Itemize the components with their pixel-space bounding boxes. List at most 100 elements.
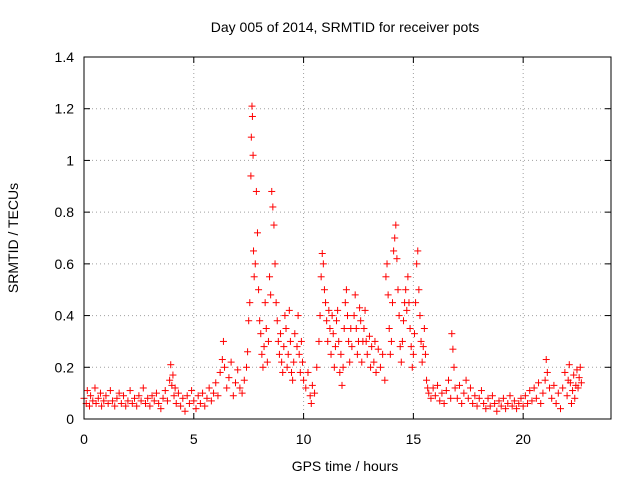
- data-point: [223, 384, 231, 392]
- data-point: [407, 343, 415, 351]
- data-point: [350, 312, 358, 320]
- chart-title: Day 005 of 2014, SRMTID for receiver pot…: [211, 19, 479, 35]
- data-point: [174, 389, 182, 397]
- data-point: [183, 392, 191, 400]
- data-point: [473, 402, 481, 410]
- data-point: [229, 392, 237, 400]
- data-point: [249, 151, 257, 159]
- data-point: [109, 397, 117, 405]
- data-point: [248, 112, 256, 120]
- data-point: [124, 397, 132, 405]
- data-point: [565, 361, 573, 369]
- data-point: [524, 399, 532, 407]
- data-point: [528, 397, 536, 405]
- data-point: [348, 343, 356, 351]
- data-point: [383, 260, 391, 268]
- data-point: [157, 405, 165, 413]
- data-point: [342, 286, 350, 294]
- data-point: [385, 325, 393, 332]
- data-point: [167, 361, 175, 369]
- data-point: [274, 337, 282, 345]
- data-point: [530, 384, 538, 392]
- data-point: [284, 350, 292, 358]
- data-point: [399, 317, 407, 325]
- data-point: [395, 312, 403, 320]
- data-point: [526, 387, 534, 395]
- data-point: [104, 399, 112, 407]
- data-point: [270, 221, 278, 229]
- data-point: [238, 389, 246, 397]
- data-point: [155, 399, 163, 407]
- data-point: [308, 381, 316, 389]
- data-point: [263, 358, 271, 366]
- data-point: [262, 325, 270, 332]
- data-point: [539, 389, 547, 397]
- data-point: [420, 325, 428, 332]
- data-point: [106, 387, 114, 395]
- data-point: [442, 387, 450, 395]
- data-point: [338, 381, 346, 389]
- data-point: [475, 394, 483, 402]
- data-point: [268, 187, 276, 195]
- data-point: [306, 392, 314, 400]
- data-point: [264, 337, 272, 345]
- data-point: [356, 304, 364, 312]
- data-point: [212, 379, 220, 387]
- x-tick-label: 20: [515, 431, 531, 447]
- data-point: [405, 299, 413, 307]
- data-point: [291, 330, 299, 338]
- data-point: [532, 394, 540, 402]
- data-point: [335, 337, 343, 345]
- data-point: [297, 337, 305, 345]
- data-point: [146, 402, 154, 410]
- data-point: [488, 392, 496, 400]
- data-point: [431, 392, 439, 400]
- data-point: [466, 384, 474, 392]
- data-point: [317, 273, 325, 281]
- data-point: [315, 337, 323, 345]
- data-point: [188, 387, 196, 395]
- data-point: [170, 392, 178, 400]
- data-point: [396, 343, 404, 351]
- data-point: [419, 343, 427, 351]
- data-point: [379, 350, 387, 358]
- data-point: [122, 402, 130, 410]
- data-point: [339, 363, 347, 371]
- data-point: [510, 397, 518, 405]
- data-point: [207, 397, 215, 405]
- data-point: [559, 384, 567, 392]
- data-point: [83, 387, 91, 395]
- data-point: [194, 392, 202, 400]
- data-point: [550, 381, 558, 389]
- data-point: [358, 358, 366, 366]
- data-point: [427, 394, 435, 402]
- data-point: [126, 387, 134, 395]
- data-point: [152, 389, 160, 397]
- y-tick-label: 0: [66, 411, 74, 427]
- data-point: [139, 384, 147, 392]
- data-point: [280, 343, 288, 351]
- data-point: [163, 397, 171, 405]
- data-point: [471, 392, 479, 400]
- data-point: [344, 312, 351, 320]
- data-point: [451, 384, 459, 392]
- data-point: [482, 405, 490, 413]
- data-point: [298, 358, 306, 366]
- data-point: [541, 376, 549, 384]
- data-point: [102, 392, 110, 400]
- data-point: [290, 358, 298, 366]
- data-point: [367, 363, 375, 371]
- data-point: [98, 402, 106, 410]
- data-point: [269, 203, 277, 211]
- data-point: [341, 299, 349, 307]
- data-point: [250, 273, 258, 281]
- data-point: [259, 363, 267, 371]
- data-point: [328, 312, 336, 320]
- data-point: [255, 286, 263, 294]
- data-point: [283, 363, 291, 371]
- data-point: [277, 330, 285, 338]
- data-point: [192, 405, 200, 413]
- data-point: [250, 247, 258, 255]
- data-point: [201, 402, 209, 410]
